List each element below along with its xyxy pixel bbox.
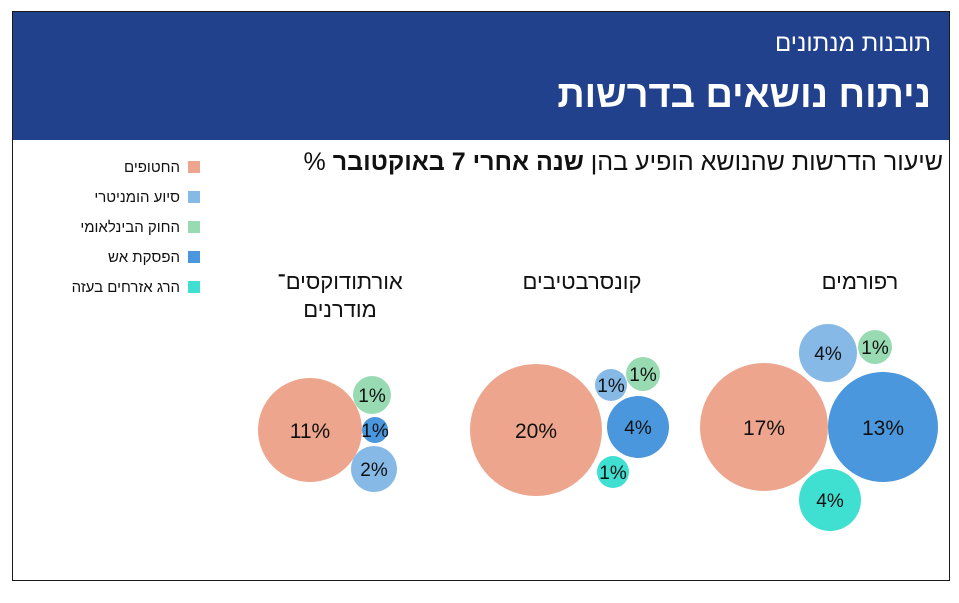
bubble-ceasefire: [828, 372, 938, 482]
legend-label: החטופים: [124, 158, 180, 176]
bubble-hostages: [258, 378, 362, 482]
legend-swatch: [188, 251, 200, 263]
bubble-international-law: [858, 330, 892, 364]
bubble-group-2: 11% 2% 1% 1%: [258, 376, 397, 492]
chart-subtitle: שיעור הדרשות שהנושא הופיע בהן שנה אחרי 7…: [304, 148, 943, 177]
legend-swatch: [188, 221, 200, 233]
legend-item-international-law: החוק הבינלאומי: [40, 212, 200, 242]
header-band: תובנות מנתונים ניתוח נושאים בדרשות: [13, 12, 949, 140]
group-label-1: קונסרבטיבים: [522, 269, 642, 294]
section-kicker: תובנות מנתונים: [774, 30, 931, 57]
bubble-label-international-law: 1%: [861, 338, 889, 359]
group-label-2: אורתודוקסים־ מודרנים: [277, 269, 403, 322]
bubble-humanitarian-aid: [595, 369, 627, 401]
page-title: ניתוח נושאים בדרשות: [557, 74, 931, 116]
subtitle-prefix: שיעור הדרשות שהנושא הופיע בהן: [583, 148, 943, 176]
legend-item-hostages: החטופים: [40, 152, 200, 182]
legend-label: הרג אזרחים בעזה: [71, 278, 180, 296]
legend-label: הפסקת אש: [108, 248, 180, 266]
bubble-label-humanitarian-aid: 4%: [814, 344, 842, 365]
subtitle-suffix: %: [303, 148, 333, 176]
bubble-label-humanitarian-aid: 2%: [360, 460, 388, 481]
bubble-label-international-law: 1%: [358, 386, 386, 407]
legend-item-gaza-civilian-deaths: הרג אזרחים בעזה: [40, 272, 200, 302]
bubble-ceasefire: [362, 417, 388, 443]
legend-label: סיוע הומניטרי: [94, 188, 180, 206]
bubble-label-gaza-civilian-deaths: 1%: [599, 463, 627, 484]
bubble-gaza-civilian-deaths: [597, 456, 629, 488]
chart-legend: החטופים סיוע הומניטרי החוק הבינלאומי הפסקת …: [40, 152, 200, 302]
bubble-label-ceasefire: 1%: [361, 421, 389, 442]
bubble-label-hostages: 17%: [743, 417, 785, 440]
bubble-label-ceasefire: 13%: [862, 417, 904, 440]
bubble-humanitarian-aid: [799, 324, 857, 382]
bubble-label-ceasefire: 4%: [624, 418, 652, 439]
bubble-group-1: 20%1%1%4%1%: [470, 357, 669, 496]
legend-swatch: [188, 161, 200, 173]
legend-item-humanitarian-aid: סיוע הומניטרי: [40, 182, 200, 212]
bubble-humanitarian-aid: [351, 446, 397, 492]
slide-frame: תובנות מנתונים ניתוח נושאים בדרשות: [12, 11, 950, 581]
bubble-hostages: [470, 364, 602, 496]
legend-item-ceasefire: הפסקת אש: [40, 242, 200, 272]
bubble-label-international-law: 1%: [629, 365, 657, 386]
legend-swatch: [188, 191, 200, 203]
bubble-international-law: [353, 376, 391, 414]
legend-label: החוק הבינלאומי: [80, 218, 180, 236]
group-label-0: רפורמים: [821, 269, 899, 294]
bubble-label-hostages: 20%: [515, 420, 557, 443]
subtitle-bold: שנה אחרי 7 באוקטובר: [332, 148, 584, 176]
bubble-label-gaza-civilian-deaths: 4%: [816, 491, 844, 512]
bubble-gaza-civilian-deaths: [799, 469, 861, 531]
bubble-international-law: [626, 357, 660, 391]
bubble-group-0: 17% 4% 1% 13% 4%: [700, 324, 938, 531]
bubble-ceasefire: [607, 396, 669, 458]
legend-swatch: [188, 281, 200, 293]
bubble-label-hostages: 11%: [290, 420, 330, 443]
bubble-hostages: [700, 363, 828, 491]
bubble-label-humanitarian-aid: 1%: [597, 376, 625, 397]
